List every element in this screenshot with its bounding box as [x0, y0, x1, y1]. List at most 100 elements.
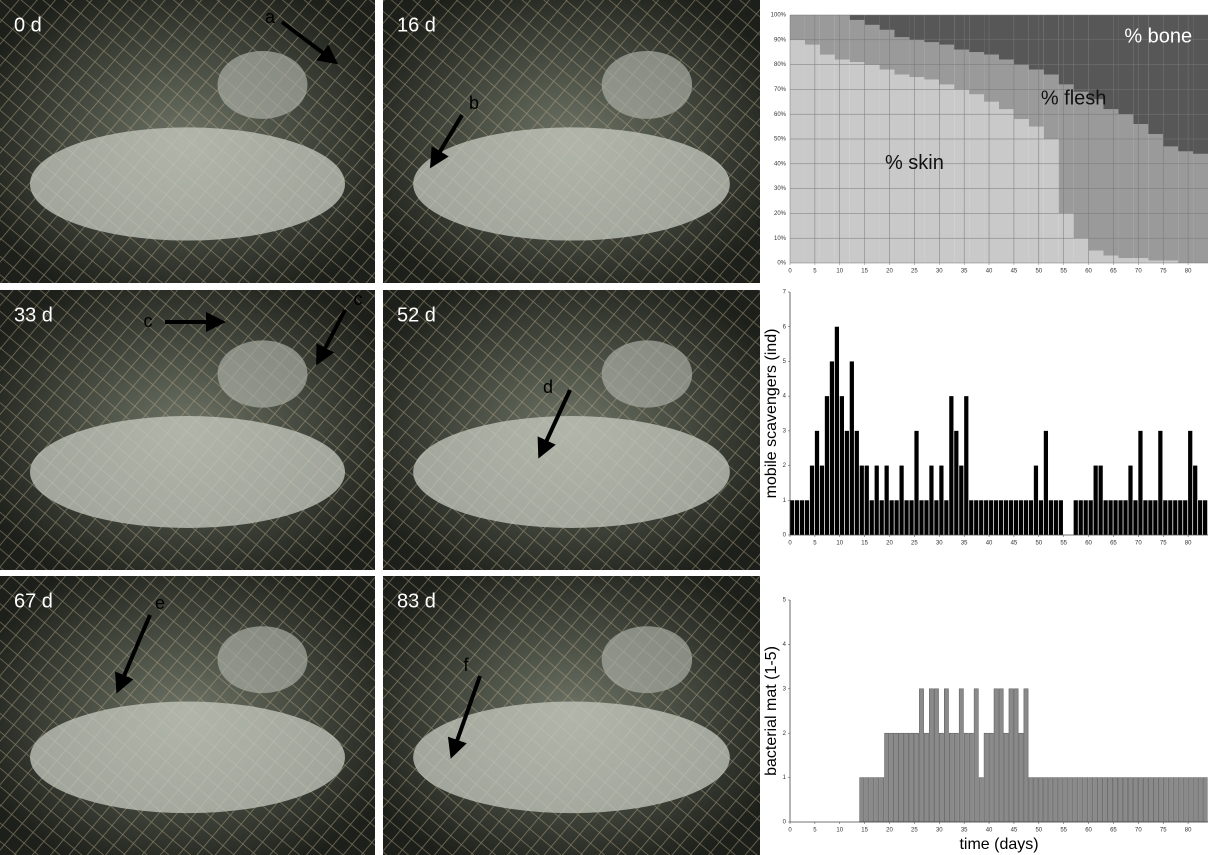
- bar: [1008, 500, 1014, 535]
- bar: [1153, 777, 1158, 823]
- x-tick-label: 50: [1035, 541, 1042, 547]
- x-tick-label: 35: [961, 828, 968, 834]
- x-tick-label: 50: [1035, 828, 1042, 834]
- arrow: [280, 20, 339, 65]
- bar: [1148, 777, 1153, 823]
- bar-segment: [1043, 74, 1059, 139]
- x-tick-label: 55: [1060, 269, 1067, 275]
- series-label: % flesh: [1041, 88, 1107, 110]
- bar: [968, 732, 974, 823]
- bar: [994, 500, 999, 535]
- bar: [889, 500, 894, 535]
- bar: [1088, 500, 1093, 535]
- bar: [1162, 777, 1168, 823]
- bar: [948, 732, 954, 823]
- bar: [874, 465, 879, 535]
- x-tick-label: 5: [813, 269, 817, 275]
- photo-panel: 33 d c c: [0, 289, 375, 570]
- bar-segment: [790, 39, 805, 263]
- y-tick-label: 3: [783, 686, 787, 692]
- bar: [1203, 500, 1208, 535]
- bar: [1113, 777, 1118, 823]
- bar: [1118, 500, 1123, 535]
- bar: [1003, 500, 1009, 535]
- bar: [1158, 430, 1163, 535]
- x-tick-label: 60: [1085, 269, 1092, 275]
- bar: [1133, 500, 1138, 535]
- bar: [958, 688, 964, 823]
- bar: [1168, 500, 1173, 535]
- bar: [809, 465, 815, 535]
- y-tick-label: 4: [783, 394, 787, 400]
- x-tick-label: 20: [886, 828, 893, 834]
- x-tick-label: 50: [1035, 269, 1042, 275]
- bar: [1113, 500, 1118, 535]
- bar-segment: [1178, 151, 1194, 263]
- bar: [1073, 777, 1079, 823]
- y-axis-label: mobile scavengers (ind): [763, 329, 780, 499]
- bar-segment: [954, 89, 970, 264]
- bar-segment: [909, 15, 925, 40]
- carcass-head: [217, 50, 308, 119]
- y-tick-label: 90%: [774, 37, 787, 43]
- x-tick-label: 15: [861, 541, 868, 547]
- x-tick-label: 30: [936, 541, 943, 547]
- bar-segment: [924, 15, 940, 43]
- bar: [814, 430, 820, 535]
- x-tick-label: 80: [1185, 541, 1192, 547]
- marks: [859, 688, 1208, 823]
- carcass: [30, 416, 345, 528]
- bar: [889, 732, 895, 823]
- arrow: [429, 113, 464, 169]
- bar: [1192, 777, 1198, 823]
- x-tick-label: 30: [936, 828, 943, 834]
- bar-segment: [1028, 69, 1044, 127]
- bar: [924, 500, 929, 535]
- bar: [1023, 500, 1029, 535]
- bar-segment: [984, 101, 999, 263]
- bar: [1123, 500, 1128, 535]
- bar-segment: [1163, 260, 1179, 263]
- bar: [864, 465, 869, 535]
- x-tick-label: 25: [911, 269, 918, 275]
- bar-segment: [790, 15, 805, 40]
- bar: [849, 361, 854, 535]
- bar-segment: [894, 37, 910, 75]
- bar: [1058, 777, 1064, 823]
- x-tick-label: 65: [1110, 541, 1117, 547]
- bar: [1018, 500, 1024, 535]
- y-tick-label: 1: [783, 775, 787, 781]
- x-tick-label: 40: [986, 269, 993, 275]
- bar: [974, 500, 979, 535]
- bar: [879, 777, 885, 823]
- bar: [1058, 500, 1063, 535]
- bar-segment: [834, 15, 850, 60]
- bar: [1178, 500, 1183, 535]
- bar: [1078, 777, 1084, 823]
- bar-segment: [954, 49, 970, 90]
- bar: [973, 688, 979, 823]
- bar-segment: [1103, 255, 1119, 263]
- x-tick-label: 0: [788, 828, 792, 834]
- bar: [1088, 777, 1094, 823]
- bar: [864, 777, 870, 823]
- bar-segment: [1193, 15, 1208, 154]
- photo-panel: 0 d a: [0, 0, 375, 283]
- bar: [1193, 465, 1198, 535]
- bar: [794, 500, 800, 535]
- x-tick-label: 45: [1011, 828, 1018, 834]
- bar: [929, 688, 934, 823]
- x-tick-label: 10: [836, 541, 843, 547]
- bar-segment: [849, 19, 865, 63]
- bar: [964, 396, 969, 535]
- x-tick-label: 70: [1135, 269, 1142, 275]
- y-tick-label: 70%: [774, 87, 787, 93]
- photo-panel: 52 d d: [383, 290, 760, 570]
- arrow-label: b: [469, 93, 479, 113]
- x-tick-label: 40: [986, 828, 993, 834]
- bar-segment: [909, 39, 925, 77]
- bar-segment: [849, 15, 865, 20]
- series-label: % skin: [885, 152, 944, 174]
